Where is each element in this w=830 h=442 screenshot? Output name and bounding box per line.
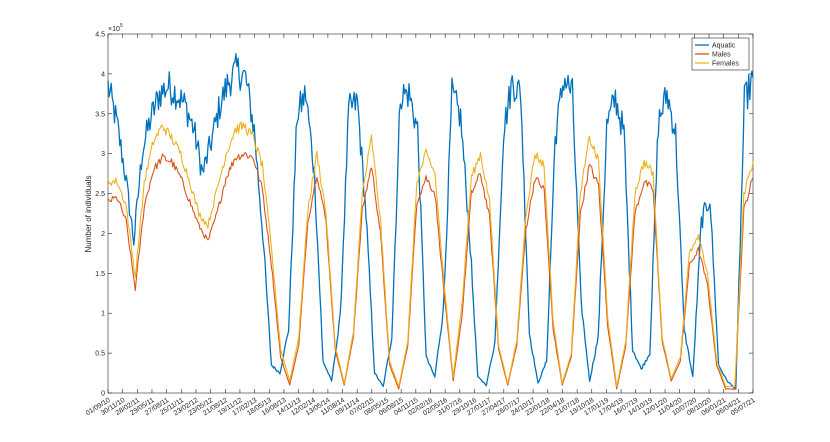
y-axis-exponent: ×10 5 xyxy=(108,23,123,33)
legend-label: Males xyxy=(712,52,731,59)
legend: Aquatic Males Females xyxy=(691,37,750,71)
y-tick-label: 0 xyxy=(101,391,105,398)
y-tick-label: 2 xyxy=(101,231,105,238)
legend-label: Aquatic xyxy=(712,43,736,50)
y-tick-label: 0.5 xyxy=(95,351,105,358)
series-line-males xyxy=(107,152,754,390)
series-layer xyxy=(107,53,754,390)
y-tick-label: 4 xyxy=(101,71,105,78)
y-tick-label: 1.5 xyxy=(95,271,105,278)
y-axis-label: Number of individuals xyxy=(84,176,93,253)
y-tick-label: 3 xyxy=(101,151,105,158)
axes-layer: 00.511.522.533.544.501/09/1030/11/1028/0… xyxy=(85,32,757,418)
legend-label: Females xyxy=(712,61,739,68)
y-tick-label: 4.5 xyxy=(95,32,105,39)
y-exponent-base: ×10 xyxy=(108,26,120,33)
y-tick-label: 1 xyxy=(101,311,105,318)
y-exponent-power: 5 xyxy=(120,23,123,29)
plot-area xyxy=(107,33,754,394)
y-tick-label: 3.5 xyxy=(95,111,105,118)
series-line-females xyxy=(107,121,754,388)
y-tick-label: 2.5 xyxy=(95,191,105,198)
plot-frame xyxy=(107,33,754,394)
series-line-aquatic xyxy=(107,53,754,390)
